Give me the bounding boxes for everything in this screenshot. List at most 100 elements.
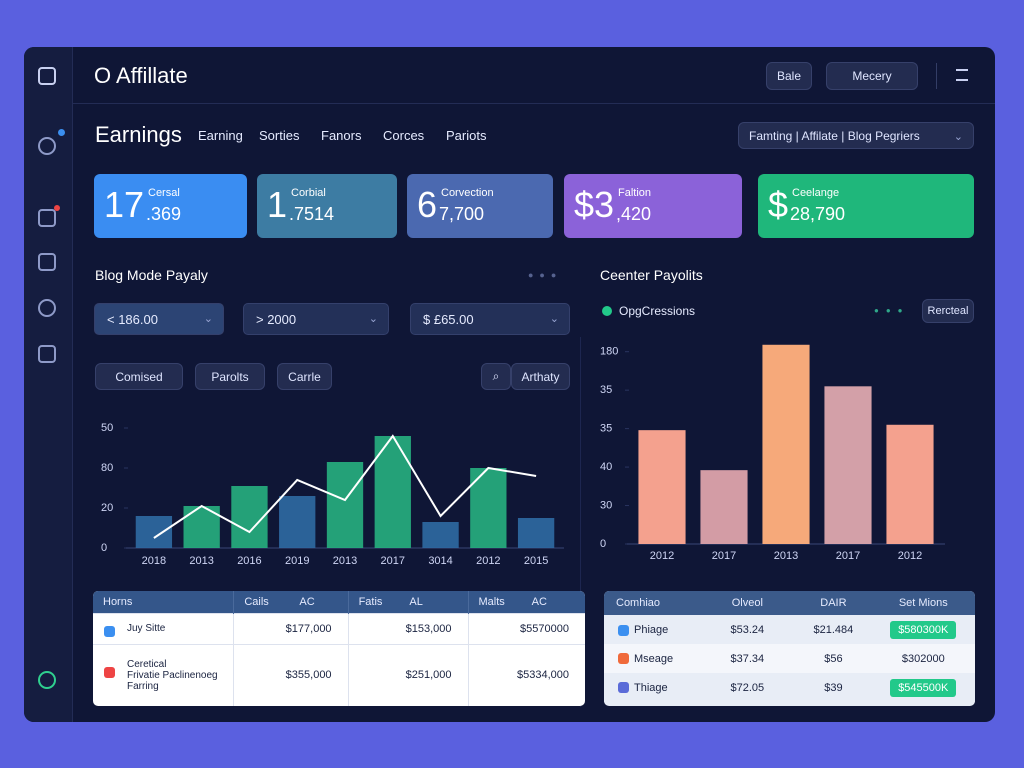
settings-icon[interactable] [956,69,968,81]
chevron: ⌄ [368,313,378,325]
row-icon [618,682,629,693]
page-title: Earnings [95,122,182,147]
cell-text: $21.484 [813,623,854,636]
row-icon [104,667,115,678]
table: Comhiao Olveol DAIR Set Mions Phiage $53.24 $2… [604,591,975,702]
card-value-major: $ [768,184,789,225]
dots[interactable]: ●●● [874,306,910,315]
header-cell: AC [289,591,349,613]
button[interactable]: Arthaty [511,363,570,390]
table-cell: Juy Sitte [93,613,235,644]
badge: $545500K [890,678,957,697]
notification-dot [54,205,60,211]
button[interactable]: Bale [766,62,812,90]
button[interactable]: Carrle [277,363,332,390]
table-row: Thiage $72.05 $39 $545500K [604,673,975,702]
table-cell: Ceretical Frivatie Paclinenoeg Farring [93,644,235,706]
card-value-major: 1 [267,184,288,225]
header-cell: Cails [244,595,269,608]
nav-item[interactable]: Sorties [259,128,300,143]
table-cell: Mseage [604,644,700,673]
table-cell: $53.24 [700,615,795,644]
table-cell: $177,000 [233,613,349,644]
select-text: $ £65.00 [423,311,474,327]
dots[interactable]: ●●● [528,270,563,280]
card-label: Corbial [291,187,326,199]
button[interactable]: Parolts [195,363,265,390]
select[interactable]: < 186.00 ⌄ [94,303,224,335]
panel-title: Ceenter Payolits [600,267,703,283]
table-cell: $37.34 [700,644,795,673]
table-cell: $5570000 [520,622,569,635]
divider [72,103,995,104]
header-cell: DAIR [820,597,847,609]
logo-icon[interactable] [38,67,56,85]
header-cell: Fatis [358,595,383,608]
card-label: Cersal [148,187,180,199]
table-cell: $21.484 [795,615,872,644]
badge: $580300K [890,620,957,639]
table-cell: $153,000 [348,613,469,644]
stat-card: $ Ceelange 28,790 [758,174,974,238]
table-cell: $580300K [873,615,975,644]
table-cell: $39 [795,673,872,702]
dropdown[interactable]: Mecery [826,62,918,90]
panel-title: Blog Mode Payaly [95,267,208,283]
table-cell: $5334,000 [517,669,569,682]
row-icon [618,625,629,636]
legend-dot [602,306,612,316]
chevron: ⌄ [549,313,559,325]
cell-text: Thiage [634,681,668,694]
card-label: Corvection [441,187,494,199]
nav-item[interactable]: Fanors [321,128,362,143]
table: Horns Cails AC Fatis AL Malts AC Juy Sitte $177,… [93,591,585,706]
table-row: Ceretical Frivatie Paclinenoeg Farring $3… [93,644,585,706]
card-label: Faltion [618,187,652,199]
nav-icon[interactable] [38,137,56,155]
nav-item[interactable]: Earning [198,128,243,143]
right-table: Comhiao Olveol DAIR Set Mions Phiage $53.24 $2… [604,591,975,706]
card-value-minor: 28,790 [790,204,846,224]
cell-text: $302000 [901,652,945,665]
button[interactable]: Rercteal [922,299,974,323]
nav-icon[interactable] [38,299,56,317]
cell-text: $53.24 [730,623,765,636]
stat-card: 6 Corvection 7,700 [407,174,553,238]
table-row: Juy Sitte $177,000 $153,000 $5570000 [93,613,585,644]
card-value-minor: 7,700 [439,204,485,224]
header-cell: AL [399,591,469,613]
stat-card: 17 Cersal .369 [94,174,247,238]
card-label: Ceelange [792,187,840,199]
filter-dropdown[interactable]: Famting | Affilate | Blog Pegriers ⌄ [738,122,974,149]
select[interactable]: > 2000 ⌄ [243,303,389,335]
table-row: Phiage $53.24 $21.484 $580300K [604,615,975,644]
nav-item[interactable]: Pariots [446,128,487,143]
nav-item[interactable]: Corces [383,128,425,143]
nav-icon[interactable] [38,345,56,363]
select-text: < 186.00 [107,311,158,327]
chevron: ⌄ [203,313,213,325]
button[interactable]: Comised [95,363,183,390]
nav-icon[interactable] [38,253,56,271]
table-cell: $251,000 [348,644,469,706]
nav-icon[interactable] [38,671,56,689]
card-value-major: 6 [417,184,438,225]
left-table: Horns Cails AC Fatis AL Malts AC Juy Sitte $177,… [93,591,585,706]
table-cell: $56 [795,644,872,673]
select-text: > 2000 [256,311,297,327]
table-header: Comhiao Olveol DAIR Set Mions [604,591,975,615]
select[interactable]: $ £65.00 ⌄ [410,303,570,335]
window: O Affillate Bale Mecery Earnings Earning… [24,47,995,722]
row-icon [104,626,115,637]
table-row: Mseage $37.34 $56 $302000 [604,644,975,673]
nav-icon[interactable] [38,209,56,227]
search-button[interactable]: ⌕ [481,363,511,390]
card-value-minor: .369 [146,204,182,224]
header-cell: AC [531,595,547,608]
header-cell: Set Mions [898,597,948,609]
header-cell: Olveol [731,597,763,609]
card-value-minor: ,420 [616,204,652,224]
filter-text: Famting | Affilate | Blog Pegriers [749,128,920,143]
table-cell: Thiage [604,673,700,702]
